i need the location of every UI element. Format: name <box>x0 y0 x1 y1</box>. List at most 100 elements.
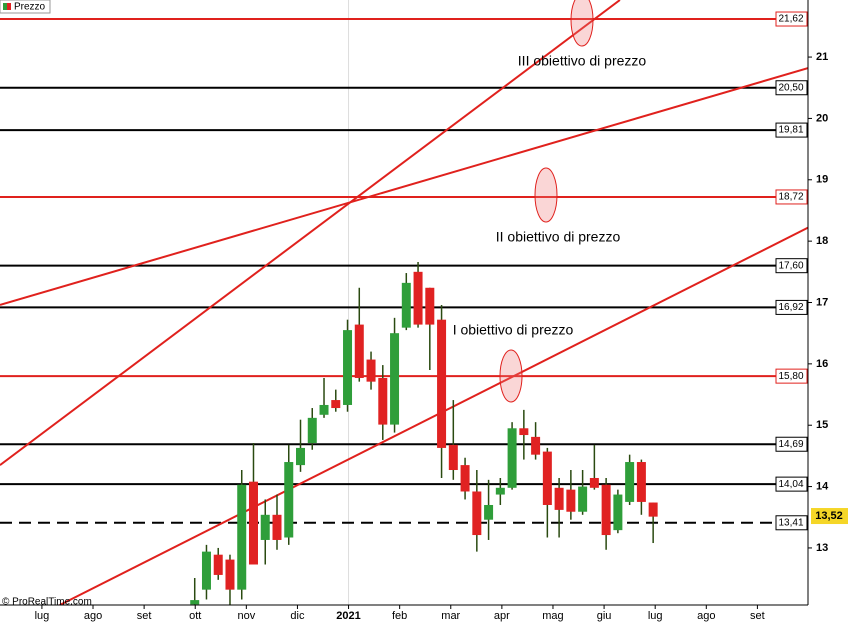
x-tick-label: dic <box>290 610 305 622</box>
candle-body <box>343 330 353 405</box>
level-label: 14,04 <box>778 479 803 490</box>
candle-body <box>213 554 223 575</box>
y-tick-label: 21 <box>816 51 828 63</box>
level-label: 15,80 <box>778 371 803 382</box>
trend-line <box>0 0 621 466</box>
legend-swatch <box>3 3 7 10</box>
candle-body <box>248 481 258 565</box>
candle-body <box>425 287 435 325</box>
candle-body <box>225 559 235 590</box>
candle-body <box>566 489 576 512</box>
candle-body <box>413 271 423 325</box>
level-label: 21,62 <box>778 14 803 25</box>
legend-box <box>0 0 51 14</box>
x-tick-label: lug <box>648 610 663 622</box>
x-tick-label: lug <box>35 610 50 622</box>
y-tick-label: 16 <box>816 358 828 370</box>
level-label-box <box>775 80 808 96</box>
candle-body <box>390 333 400 425</box>
candle-body <box>519 428 529 436</box>
candle-body <box>554 487 564 510</box>
y-tick-label: 14 <box>816 480 829 492</box>
level-label: 17,60 <box>778 260 803 271</box>
candle-body <box>460 465 470 492</box>
candle-body <box>378 377 388 425</box>
candle-body <box>495 487 505 495</box>
candle-body <box>589 477 599 488</box>
annotation: II obiettivo di prezzo <box>496 229 621 245</box>
y-tick-label: 15 <box>816 419 828 431</box>
x-tick-label: ago <box>84 610 102 622</box>
level-label-box <box>775 368 808 384</box>
x-tick-label: 2021 <box>336 610 360 622</box>
last-price-box <box>811 508 848 525</box>
level-label: 13,41 <box>778 517 803 528</box>
candle-body <box>448 444 458 471</box>
candle-body <box>613 494 623 531</box>
legend-label: Prezzo <box>14 2 46 13</box>
annotation: III obiettivo di prezzo <box>518 53 647 69</box>
candle-body <box>296 447 306 466</box>
level-label-box <box>775 258 808 274</box>
x-tick-label: ago <box>697 610 715 622</box>
trend-line <box>0 67 808 306</box>
x-tick-label: mag <box>542 610 563 622</box>
candle-body <box>636 462 646 502</box>
x-tick-label: mar <box>441 610 460 622</box>
candle-body <box>578 486 588 512</box>
candle-body <box>331 400 341 409</box>
annotation: I obiettivo di prezzo <box>453 322 574 338</box>
candle-body <box>366 359 376 382</box>
candle-body <box>354 324 364 378</box>
candle-body <box>531 436 541 455</box>
candle-body <box>648 502 658 517</box>
candle-body <box>272 514 282 540</box>
x-tick-label: set <box>137 610 152 622</box>
target-marker <box>534 167 558 223</box>
trend-line <box>59 226 808 605</box>
level-label: 14,69 <box>778 439 803 450</box>
candle-body <box>507 428 517 488</box>
level-label-box <box>775 515 808 531</box>
candle-body <box>260 514 270 540</box>
level-label-box <box>775 122 808 138</box>
target-marker <box>570 0 594 47</box>
x-tick-label: nov <box>237 610 255 622</box>
level-label-box <box>775 299 808 315</box>
candle-body <box>437 319 447 448</box>
candle-body <box>625 462 635 502</box>
candle-body <box>284 462 294 538</box>
level-label: 16,92 <box>778 302 803 313</box>
candle-body <box>601 484 611 536</box>
legend-swatch <box>7 3 11 10</box>
x-tick-label: set <box>750 610 765 622</box>
candle-body <box>190 600 200 605</box>
x-tick-label: feb <box>392 610 407 622</box>
candle-body <box>401 282 411 328</box>
plot-area <box>0 0 808 605</box>
level-label: 19,81 <box>778 125 803 136</box>
source: © ProRealTime.com <box>2 597 92 608</box>
y-tick-label: 20 <box>816 112 828 124</box>
level-label-box <box>775 189 808 205</box>
last-price-label: 13,52 <box>815 510 843 522</box>
y-tick-label: 19 <box>816 174 828 186</box>
level-label: 20,50 <box>778 82 803 93</box>
y-tick-label: 17 <box>816 296 828 308</box>
candle-body <box>472 491 482 536</box>
candle-body <box>307 417 317 444</box>
y-tick-label: 13 <box>816 542 828 554</box>
candle-body <box>201 551 211 590</box>
level-label-box <box>775 11 808 27</box>
level-label: 18,72 <box>778 192 803 203</box>
candle-body <box>484 504 494 520</box>
candle-body <box>542 451 552 505</box>
x-tick-label: ott <box>189 610 201 622</box>
candle-body <box>237 484 247 590</box>
level-label-box <box>775 436 808 452</box>
level-label-box <box>775 476 808 492</box>
y-tick-label: 18 <box>816 235 828 247</box>
x-tick-label: apr <box>494 610 510 622</box>
candle-body <box>319 404 329 415</box>
